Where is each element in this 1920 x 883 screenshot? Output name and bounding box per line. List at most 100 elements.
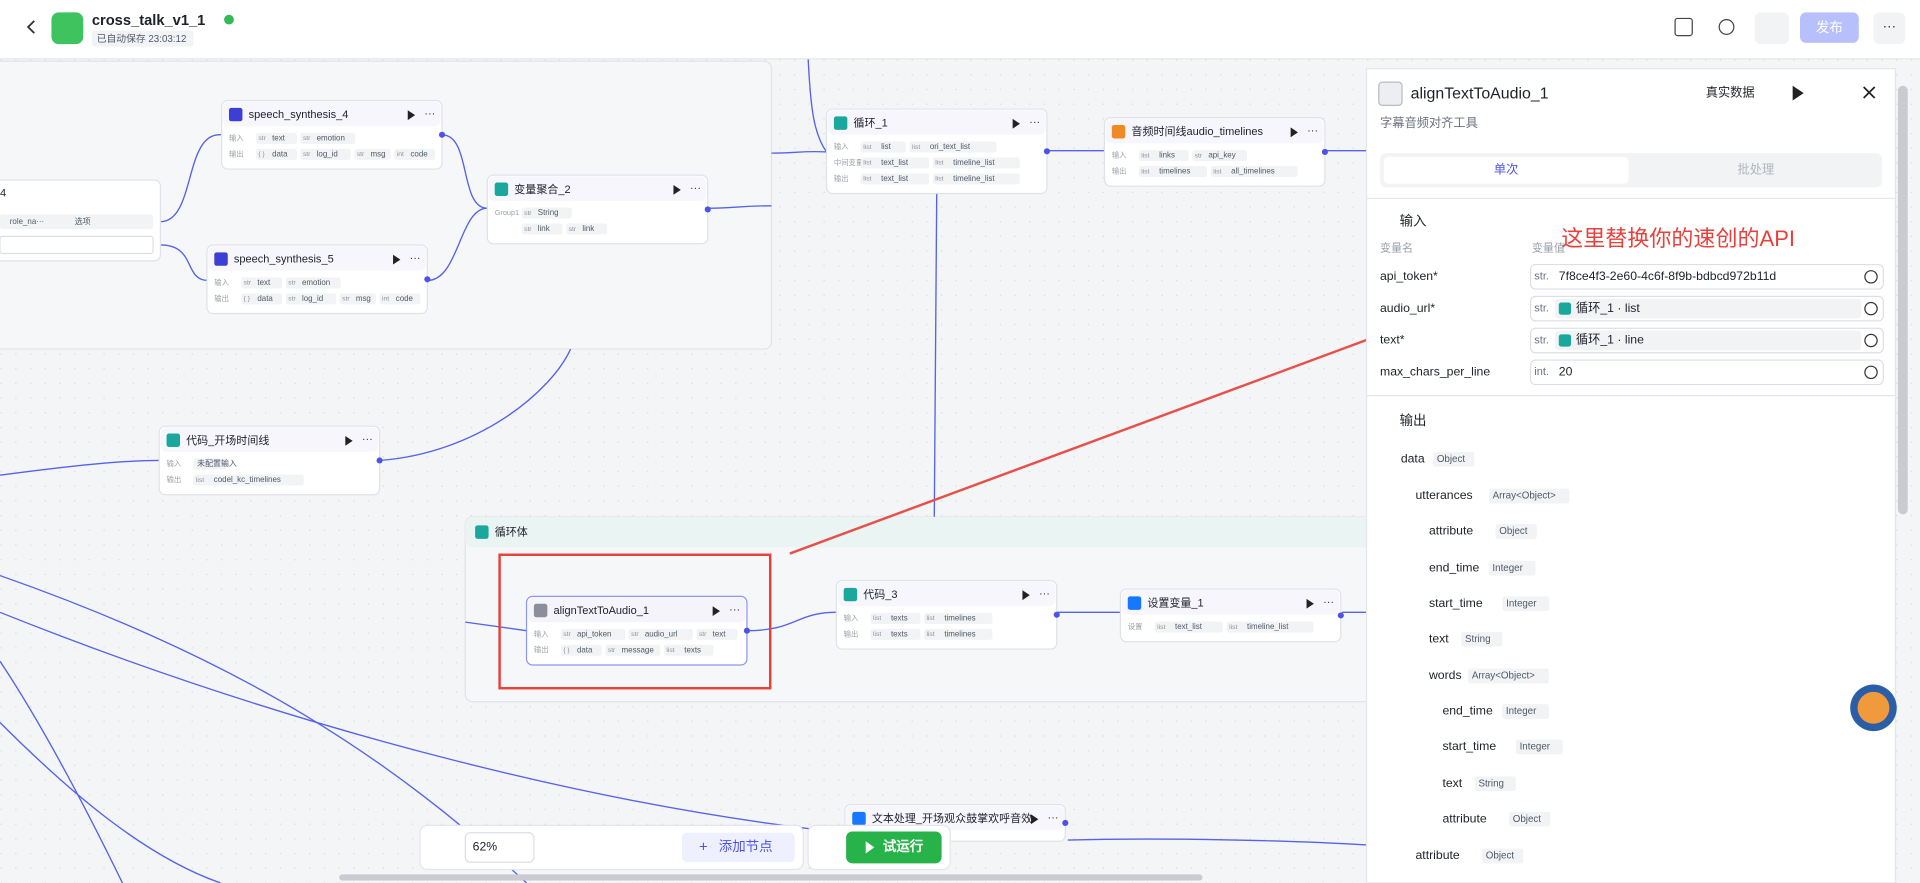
node-more[interactable]: ···: [729, 604, 740, 616]
assistant-face[interactable]: [1857, 691, 1890, 724]
port: [1062, 819, 1069, 826]
chip-name: log_id: [317, 149, 338, 158]
chip-name: text_list: [881, 174, 909, 183]
node-run-icon[interactable]: [393, 254, 401, 265]
type-badge: [1495, 524, 1537, 539]
node-more[interactable]: ···: [1048, 812, 1059, 824]
type-badge: [1488, 488, 1570, 504]
chip: [860, 173, 930, 185]
more-icon[interactable]: ···: [1883, 19, 1896, 34]
type-badge: [1502, 596, 1550, 612]
chip-name: text_list: [881, 158, 909, 167]
section-heading: 输出: [1400, 413, 1427, 428]
param-value[interactable]: 循环_1 · line: [1576, 333, 1644, 347]
run-icon[interactable]: [865, 841, 875, 854]
node-title: speech_synthesis_5: [234, 254, 334, 266]
node-run-icon[interactable]: [1290, 127, 1298, 138]
more-button[interactable]: [1873, 12, 1906, 45]
add-node-label[interactable]: 添加节点: [719, 839, 773, 854]
node-run-icon[interactable]: [1012, 118, 1020, 129]
type-badge: [1468, 668, 1549, 684]
node-more[interactable]: ···: [1323, 596, 1334, 608]
chip-type: str: [608, 647, 616, 654]
zoom-value[interactable]: 62%: [473, 840, 498, 854]
chip-type: list: [863, 160, 871, 167]
type-badge: [1515, 739, 1563, 755]
node-run-icon[interactable]: [407, 110, 416, 121]
node-more[interactable]: ···: [424, 108, 435, 120]
panel-run[interactable]: [1792, 85, 1804, 101]
run-button[interactable]: [846, 831, 942, 864]
add-icon[interactable]: +: [699, 839, 708, 855]
publish-label[interactable]: 发布: [1816, 20, 1843, 35]
chip-name: api_key: [1208, 151, 1235, 160]
param-value[interactable]: 7f8ce4f3-2e60-4c6f-8f9b-bdbcd972b11d: [1559, 269, 1777, 283]
chip-type: int: [397, 151, 404, 158]
tab[interactable]: 单次: [1494, 163, 1518, 177]
node-run-icon[interactable]: [712, 606, 720, 616]
output-name: end_time: [1429, 560, 1480, 574]
node-more[interactable]: ···: [1029, 116, 1040, 128]
collab-button[interactable]: [1754, 12, 1789, 45]
node-run-icon[interactable]: [345, 435, 353, 446]
row-label: 输入: [834, 142, 849, 151]
port: [743, 627, 750, 634]
chip: [1154, 621, 1224, 633]
copy-button[interactable]: [1674, 17, 1693, 37]
output-type: Integer: [1520, 742, 1551, 753]
workflow-title: cross_talk_v1_1: [92, 13, 206, 29]
add-node-button[interactable]: [682, 832, 795, 863]
node-icon: [1111, 124, 1126, 139]
node-more[interactable]: ···: [410, 252, 421, 264]
chip-type: list: [926, 615, 934, 622]
back-button[interactable]: [26, 20, 35, 34]
chip: [1192, 150, 1248, 162]
param-ref-button[interactable]: [1864, 270, 1878, 284]
run-label[interactable]: 试运行: [883, 838, 924, 854]
param-value[interactable]: 20: [1559, 365, 1573, 379]
tab-active[interactable]: [1383, 156, 1629, 184]
node-more[interactable]: ···: [690, 183, 701, 195]
param-input[interactable]: [1530, 263, 1884, 290]
chip: [339, 293, 376, 305]
node-more[interactable]: ···: [1039, 588, 1050, 600]
node-run-icon[interactable]: [1022, 590, 1030, 601]
node-run-icon[interactable]: [1031, 814, 1039, 825]
chip-type: str: [524, 210, 532, 217]
zoom-select[interactable]: [464, 832, 535, 863]
panel-close-node[interactable]: [1378, 81, 1403, 106]
param-ref-button[interactable]: [1864, 365, 1878, 380]
output-name: words: [1428, 668, 1462, 682]
tab[interactable]: 批处理: [1738, 162, 1775, 177]
panel-close[interactable]: [1863, 86, 1876, 99]
chip: [300, 132, 356, 144]
output-type: Object: [1499, 526, 1528, 537]
publish-button[interactable]: [1800, 12, 1859, 43]
port: [376, 457, 383, 464]
output-name: data: [1401, 451, 1425, 465]
node-more[interactable]: ···: [1307, 125, 1318, 137]
chip: [394, 148, 436, 160]
param-ref-button[interactable]: [1864, 333, 1878, 348]
chip-name: data: [577, 645, 593, 654]
node-run-icon[interactable]: [673, 184, 681, 195]
param-input[interactable]: [1530, 359, 1884, 386]
chip-name: all_timelines: [1231, 167, 1275, 176]
type-badge: [1482, 848, 1524, 864]
data-mode[interactable]: 真实数据: [1706, 84, 1755, 99]
chip-name: log_id: [302, 294, 323, 303]
chip-name: text_list: [1175, 622, 1203, 631]
chip-name: message: [622, 645, 655, 654]
chip: [932, 157, 1020, 169]
node-title: alignTextToAudio_1: [553, 605, 649, 617]
node-run-icon[interactable]: [1306, 598, 1314, 609]
node-header-bg: [837, 581, 1056, 607]
param-value[interactable]: 循环_1 · list: [1576, 301, 1641, 315]
chip-type: list: [863, 176, 871, 183]
node-title: 代码_开场时间线: [186, 433, 269, 447]
node-more[interactable]: ···: [362, 434, 373, 446]
chip-name: code: [410, 149, 428, 158]
param-ref-button[interactable]: [1864, 301, 1878, 316]
history-button[interactable]: [1718, 19, 1735, 35]
chip-type: list: [196, 477, 204, 484]
